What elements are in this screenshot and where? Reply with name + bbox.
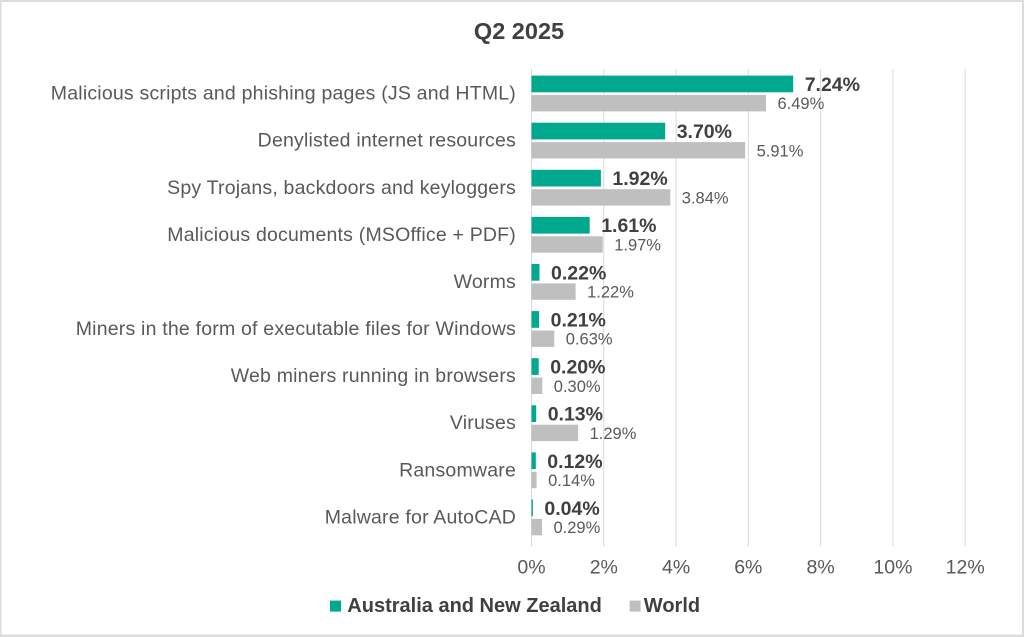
svg-text:Viruses: Viruses (450, 412, 516, 434)
svg-text:4%: 4% (662, 557, 690, 579)
svg-text:10%: 10% (873, 557, 912, 579)
svg-text:3.84%: 3.84% (682, 189, 729, 207)
svg-text:12%: 12% (946, 557, 985, 579)
svg-text:Malware for AutoCAD: Malware for AutoCAD (325, 507, 516, 529)
svg-text:1.92%: 1.92% (612, 168, 667, 190)
svg-text:0.12%: 0.12% (547, 451, 602, 473)
svg-text:7.24%: 7.24% (805, 74, 860, 96)
svg-text:0.04%: 0.04% (544, 498, 599, 520)
svg-text:Denylisted internet resources: Denylisted internet resources (258, 130, 516, 152)
svg-text:0.14%: 0.14% (548, 472, 595, 490)
svg-text:Web miners running in browsers: Web miners running in browsers (231, 365, 516, 387)
svg-text:1.22%: 1.22% (587, 284, 634, 302)
svg-text:Ransomware: Ransomware (399, 459, 516, 481)
svg-text:0.30%: 0.30% (554, 378, 601, 396)
svg-text:1.29%: 1.29% (590, 425, 637, 443)
svg-text:6%: 6% (734, 557, 762, 579)
svg-text:Australia and New Zealand: Australia and New Zealand (347, 595, 602, 617)
svg-text:0.21%: 0.21% (551, 310, 606, 332)
svg-text:Malicious documents (MSOffice: Malicious documents (MSOffice + PDF) (167, 224, 516, 246)
svg-text:0.22%: 0.22% (551, 262, 606, 284)
svg-text:0.20%: 0.20% (550, 357, 605, 379)
svg-text:0.13%: 0.13% (548, 404, 603, 426)
svg-text:3.70%: 3.70% (677, 121, 732, 143)
svg-text:2%: 2% (590, 557, 618, 579)
svg-text:1.97%: 1.97% (614, 237, 661, 255)
svg-text:Q2 2025: Q2 2025 (474, 18, 564, 44)
svg-text:Malicious scripts and phishing: Malicious scripts and phishing pages (JS… (51, 83, 516, 105)
svg-text:0.63%: 0.63% (566, 331, 613, 349)
svg-text:8%: 8% (807, 557, 835, 579)
svg-text:Worms: Worms (454, 271, 516, 293)
svg-text:World: World (644, 595, 700, 617)
svg-text:1.61%: 1.61% (601, 215, 656, 237)
svg-text:5.91%: 5.91% (757, 142, 804, 160)
svg-text:0.29%: 0.29% (554, 519, 601, 537)
svg-text:0%: 0% (517, 557, 545, 579)
svg-text:Spy Trojans, backdoors and key: Spy Trojans, backdoors and keyloggers (167, 177, 516, 199)
svg-text:Miners in the form of executab: Miners in the form of executable files f… (76, 318, 516, 340)
svg-text:6.49%: 6.49% (778, 95, 825, 113)
